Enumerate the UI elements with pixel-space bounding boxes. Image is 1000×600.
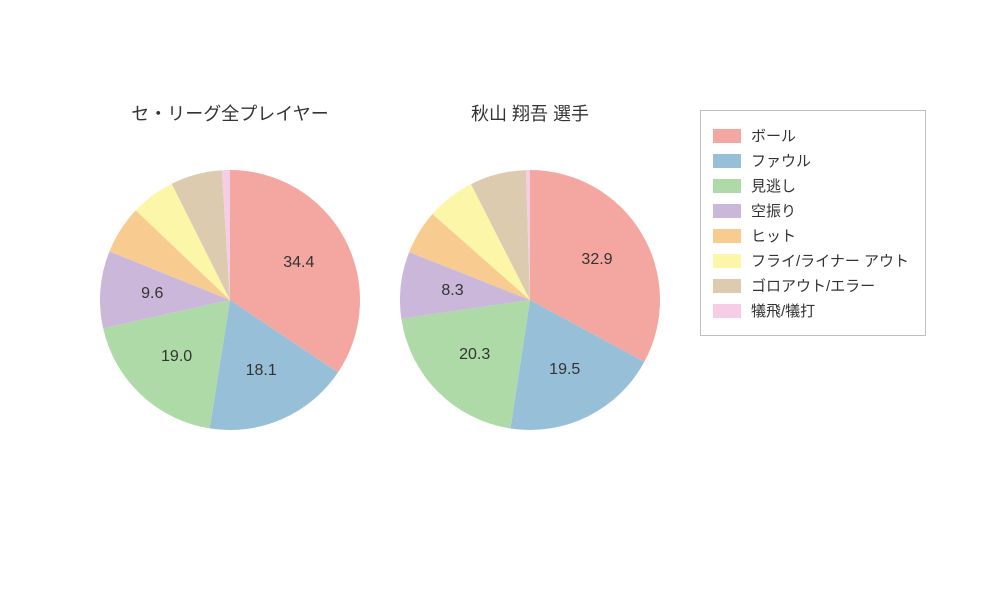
legend-item-looking: 見逃し bbox=[713, 175, 909, 196]
pie-label-looking: 20.3 bbox=[459, 346, 490, 364]
pie-left: 34.4 18.1 19.0 9.6 bbox=[100, 170, 360, 430]
legend-item-fly_liner: フライ/ライナー アウト bbox=[713, 250, 909, 271]
legend-swatch-foul bbox=[713, 154, 741, 168]
pie-slice-looking bbox=[401, 300, 530, 429]
pie-label-swinging: 8.3 bbox=[441, 282, 463, 300]
legend-swatch-sac bbox=[713, 304, 741, 318]
pie-label-swinging: 9.6 bbox=[141, 285, 163, 303]
pie-label-looking: 19.0 bbox=[161, 348, 192, 366]
pie-label-ball: 32.9 bbox=[581, 251, 612, 269]
legend-item-hit: ヒット bbox=[713, 225, 909, 246]
pie-label-foul: 18.1 bbox=[246, 362, 277, 380]
chart-title-right: 秋山 翔吾 選手 bbox=[400, 100, 660, 126]
chart-title-left: セ・リーグ全プレイヤー bbox=[100, 100, 360, 126]
legend-swatch-swinging bbox=[713, 204, 741, 218]
pie-right: 32.9 19.5 20.3 8.3 bbox=[400, 170, 660, 430]
legend-item-foul: ファウル bbox=[713, 150, 909, 171]
legend-swatch-ground_err bbox=[713, 279, 741, 293]
legend-item-ground_err: ゴロアウト/エラー bbox=[713, 275, 909, 296]
chart-stage: セ・リーグ全プレイヤー 秋山 翔吾 選手 34.4 18.1 19.0 9.6 32.9 19… bbox=[0, 0, 1000, 600]
legend-swatch-hit bbox=[713, 229, 741, 243]
legend-item-swinging: 空振り bbox=[713, 200, 909, 221]
legend-label-swinging: 空振り bbox=[751, 200, 796, 221]
legend-label-ball: ボール bbox=[751, 125, 796, 146]
legend-swatch-ball bbox=[713, 129, 741, 143]
pie-label-ball: 34.4 bbox=[283, 254, 314, 272]
legend-label-looking: 見逃し bbox=[751, 175, 796, 196]
legend-swatch-looking bbox=[713, 179, 741, 193]
legend: ボールファウル見逃し空振りヒットフライ/ライナー アウトゴロアウト/エラー犠飛/… bbox=[700, 110, 926, 336]
legend-label-fly_liner: フライ/ライナー アウト bbox=[751, 250, 909, 271]
pie-label-foul: 19.5 bbox=[549, 361, 580, 379]
legend-item-sac: 犠飛/犠打 bbox=[713, 300, 909, 321]
legend-label-sac: 犠飛/犠打 bbox=[751, 300, 815, 321]
legend-label-hit: ヒット bbox=[751, 225, 796, 246]
legend-swatch-fly_liner bbox=[713, 254, 741, 268]
legend-label-foul: ファウル bbox=[751, 150, 811, 171]
legend-item-ball: ボール bbox=[713, 125, 909, 146]
legend-label-ground_err: ゴロアウト/エラー bbox=[751, 275, 875, 296]
